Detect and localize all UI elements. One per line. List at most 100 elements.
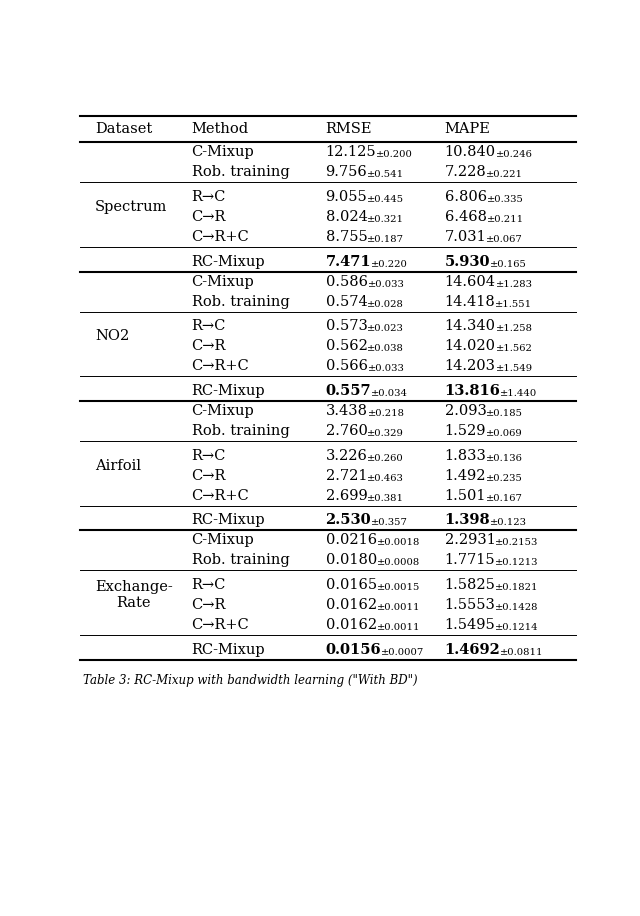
Text: 0.573: 0.573 [326,320,367,333]
Text: Airfoil: Airfoil [95,459,141,473]
Text: 0.562: 0.562 [326,339,367,354]
Text: 14.418: 14.418 [445,295,495,309]
Text: 14.020: 14.020 [445,339,495,354]
Text: ±0.329: ±0.329 [367,429,404,438]
Text: 2.721: 2.721 [326,469,367,483]
Text: ±0.211: ±0.211 [486,215,524,224]
Text: R→C: R→C [191,190,226,204]
Text: ±0.033: ±0.033 [367,365,404,374]
Text: RC-Mixup: RC-Mixup [191,255,265,268]
Text: ±0.381: ±0.381 [367,494,404,503]
Text: 10.840: 10.840 [445,146,496,159]
Text: Rob. training: Rob. training [191,295,289,309]
Text: ±0.069: ±0.069 [486,429,523,438]
Text: 1.5553: 1.5553 [445,598,495,612]
Text: 6.806: 6.806 [445,190,486,204]
Text: ±0.246: ±0.246 [496,150,532,159]
Text: 1.529: 1.529 [445,424,486,438]
Text: ±0.445: ±0.445 [367,195,404,204]
Text: ±0.028: ±0.028 [367,300,404,309]
Text: 1.7715: 1.7715 [445,553,495,567]
Text: RC-Mixup: RC-Mixup [191,513,265,528]
Text: 5.930: 5.930 [445,255,490,268]
Text: 1.501: 1.501 [445,489,486,503]
Text: ±0.136: ±0.136 [486,453,524,463]
Text: ±0.038: ±0.038 [367,344,404,354]
Text: Method: Method [191,122,249,136]
Text: C→R: C→R [191,210,226,224]
Text: ±0.200: ±0.200 [376,150,413,159]
Text: 9.055: 9.055 [326,190,367,204]
Text: ±0.260: ±0.260 [367,453,404,463]
Text: 0.566: 0.566 [326,359,367,374]
Text: ±0.187: ±0.187 [367,235,404,244]
Text: ±0.235: ±0.235 [486,474,523,483]
Text: 13.816: 13.816 [445,384,500,398]
Text: 0.0216: 0.0216 [326,533,377,548]
Text: C→R+C: C→R+C [191,230,250,244]
Text: ±1.440: ±1.440 [500,389,538,398]
Text: ±1.283: ±1.283 [495,279,532,289]
Text: NO2: NO2 [95,329,129,344]
Text: C→R: C→R [191,339,226,354]
Text: 7.031: 7.031 [445,230,486,244]
Text: Dataset: Dataset [95,122,152,136]
Text: ±0.0011: ±0.0011 [377,623,420,632]
Text: 14.203: 14.203 [445,359,495,374]
Text: 1.5825: 1.5825 [445,578,495,592]
Text: 2.699: 2.699 [326,489,367,503]
Text: Rob. training: Rob. training [191,165,289,180]
Text: 12.125: 12.125 [326,146,376,159]
Text: R→C: R→C [191,449,226,463]
Text: 0.0156: 0.0156 [326,643,381,657]
Text: ±0.0008: ±0.0008 [377,559,420,568]
Text: Spectrum: Spectrum [95,200,167,214]
Text: ±0.321: ±0.321 [367,215,404,224]
Text: 0.586: 0.586 [326,275,367,289]
Text: RC-Mixup: RC-Mixup [191,384,265,398]
Text: 8.755: 8.755 [326,230,367,244]
Text: ±0.1214: ±0.1214 [495,623,539,632]
Text: 9.756: 9.756 [326,165,367,180]
Text: ±0.067: ±0.067 [486,235,523,244]
Text: 0.574: 0.574 [326,295,367,309]
Text: ±0.0007: ±0.0007 [381,648,424,657]
Text: 2.2931: 2.2931 [445,533,495,548]
Text: RMSE: RMSE [326,122,372,136]
Text: R→C: R→C [191,320,226,333]
Text: ±0.220: ±0.220 [371,260,408,268]
Text: Table 3: RC-Mixup with bandwidth learning ("With BD"): Table 3: RC-Mixup with bandwidth learnin… [83,673,418,687]
Text: ±0.185: ±0.185 [486,409,524,418]
Text: 14.340: 14.340 [445,320,495,333]
Text: ±0.023: ±0.023 [367,324,404,333]
Text: 0.0162: 0.0162 [326,618,377,632]
Text: Rob. training: Rob. training [191,424,289,438]
Text: 2.760: 2.760 [326,424,367,438]
Text: ±1.549: ±1.549 [495,365,532,374]
Text: Exchange-
Rate: Exchange- Rate [95,580,173,610]
Text: C→R: C→R [191,598,226,612]
Text: 2.093: 2.093 [445,404,486,418]
Text: ±0.034: ±0.034 [371,389,408,398]
Text: Rob. training: Rob. training [191,553,289,567]
Text: ±1.562: ±1.562 [495,344,532,354]
Text: 1.833: 1.833 [445,449,486,463]
Text: 0.557: 0.557 [326,384,371,398]
Text: ±0.0018: ±0.0018 [377,539,420,548]
Text: ±0.0015: ±0.0015 [377,583,420,592]
Text: C→R+C: C→R+C [191,489,250,503]
Text: C-Mixup: C-Mixup [191,533,254,548]
Text: ±0.221: ±0.221 [486,170,524,180]
Text: ±0.167: ±0.167 [486,494,523,503]
Text: ±0.1428: ±0.1428 [495,603,539,612]
Text: ±0.541: ±0.541 [367,170,404,180]
Text: 8.024: 8.024 [326,210,367,224]
Text: MAPE: MAPE [445,122,490,136]
Text: 7.471: 7.471 [326,255,371,268]
Text: 1.4692: 1.4692 [445,643,500,657]
Text: ±1.258: ±1.258 [495,324,532,333]
Text: ±0.0811: ±0.0811 [500,648,544,657]
Text: C-Mixup: C-Mixup [191,404,254,418]
Text: 1.492: 1.492 [445,469,486,483]
Text: ±0.357: ±0.357 [371,518,408,528]
